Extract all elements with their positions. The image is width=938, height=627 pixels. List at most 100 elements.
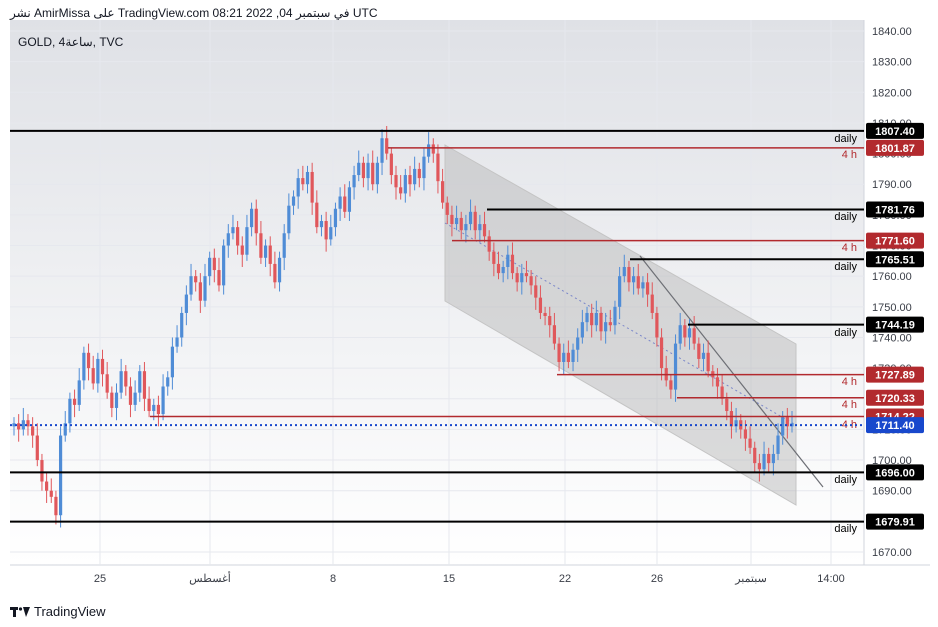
candle-body	[548, 316, 552, 326]
candle-body	[734, 420, 738, 427]
last-price-label: 1711.40	[875, 420, 914, 432]
candle-body	[492, 251, 496, 264]
candle-body	[743, 429, 748, 439]
candle-body	[231, 227, 235, 234]
level-price-label: 1720.33	[875, 393, 915, 405]
candle-body	[366, 162, 370, 179]
level-price-label: 1679.91	[875, 517, 915, 529]
candle-body	[17, 423, 21, 430]
candle-body	[152, 404, 156, 412]
time-tick-label: سبتمبر	[734, 573, 767, 585]
price-tick-label: 1820.00	[872, 87, 912, 99]
candle-body	[427, 144, 431, 157]
candle-body	[413, 168, 417, 185]
candle-body	[203, 276, 207, 301]
price-tick-label: 1760.00	[872, 271, 912, 283]
candle-body	[622, 266, 626, 277]
time-tick-label: 14:00	[817, 573, 845, 585]
candle-body	[720, 386, 724, 399]
level-price-box	[866, 232, 924, 249]
candle-body	[72, 398, 77, 405]
candle-body	[692, 328, 696, 344]
candle-body	[725, 398, 729, 412]
price-tick-label: 1830.00	[872, 57, 912, 69]
candle-body	[776, 435, 780, 454]
candle-body	[305, 171, 310, 185]
time-tick-label: 22	[559, 573, 571, 585]
candle-body	[180, 312, 184, 338]
candle-body	[636, 276, 640, 289]
candle-body	[543, 312, 547, 317]
candle-body	[86, 352, 91, 369]
candle-body	[683, 325, 687, 338]
candle-body	[669, 380, 673, 390]
level-price-label: 1781.76	[875, 204, 915, 216]
price-tick-label: 1790.00	[872, 179, 912, 191]
candle-body	[454, 217, 459, 225]
candle-body	[496, 263, 501, 274]
candle-body	[701, 352, 706, 359]
candle-body	[352, 175, 356, 188]
candle-body	[659, 337, 664, 369]
candle-body	[63, 423, 67, 436]
level-price-box	[866, 316, 924, 333]
candle-body	[156, 404, 161, 415]
candle-body	[249, 208, 254, 228]
level-tag: daily	[834, 474, 857, 486]
descending-channel	[444, 144, 797, 506]
candle-body	[31, 426, 35, 436]
candle-body	[529, 276, 533, 286]
candle-body	[403, 175, 407, 194]
candle-body	[100, 358, 105, 375]
candle-body	[343, 196, 347, 212]
candle-body	[757, 463, 761, 470]
chart-header: نشر AmirMissa على TradingView.com 08:21 …	[10, 6, 378, 20]
candle-body	[54, 496, 58, 516]
candle-body	[515, 273, 519, 283]
candle-body	[566, 352, 570, 362]
candle-body	[613, 306, 617, 326]
candle-body	[562, 352, 566, 362]
symbol-label: GOLD, 4ساعة, TVC	[18, 35, 124, 49]
candle-body	[445, 202, 449, 215]
level-price-label: 1744.19	[875, 320, 915, 332]
candle-body	[194, 276, 198, 283]
footer: TradingView	[10, 604, 106, 619]
candle-body	[399, 187, 403, 194]
footer-brand: TradingView	[34, 604, 106, 619]
candle-body	[254, 208, 258, 234]
candle-body	[347, 187, 352, 212]
candle-body	[552, 325, 557, 344]
candle-body	[762, 453, 766, 470]
time-tick-label: 25	[94, 573, 106, 585]
candle-body	[650, 294, 654, 313]
candle-body	[329, 227, 333, 240]
candle-body	[767, 453, 771, 464]
candle-body	[291, 196, 296, 206]
candle-body	[440, 181, 445, 203]
candle-body	[464, 224, 468, 231]
candle-body	[189, 276, 193, 295]
candle-body	[632, 276, 636, 283]
level-price-box	[866, 139, 924, 156]
candle-body	[35, 435, 39, 461]
candle-body	[240, 245, 244, 255]
candle-body	[268, 245, 272, 264]
candle-body	[170, 346, 174, 378]
candle-body	[450, 214, 454, 225]
candle-body	[697, 343, 701, 359]
candle-body	[21, 420, 25, 430]
candle-body	[138, 371, 142, 393]
candle-body	[226, 233, 230, 246]
candle-body	[49, 490, 53, 497]
candle-body	[771, 453, 775, 464]
level-tag: daily	[834, 211, 857, 223]
candle-body	[473, 211, 477, 231]
level-price-box	[866, 464, 924, 481]
candle-body	[641, 282, 645, 289]
level-price-label: 1696.00	[875, 467, 915, 479]
candle-body	[212, 257, 216, 271]
candle-body	[58, 435, 63, 516]
candle-body	[45, 481, 49, 491]
